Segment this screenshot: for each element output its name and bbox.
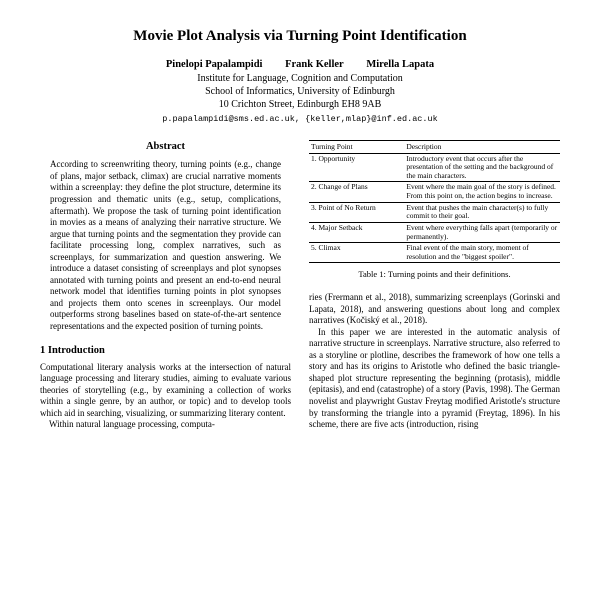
table-header-tp: Turning Point: [309, 141, 404, 154]
right-paragraph-2: In this paper we are interested in the a…: [309, 327, 560, 431]
author-2: Frank Keller: [285, 59, 344, 70]
table-row: 2. Change of Plans Event where the main …: [309, 182, 560, 202]
table-row: 3. Point of No Return Event that pushes …: [309, 202, 560, 222]
table-row: 4. Major Setback Event where everything …: [309, 222, 560, 242]
section-1-heading: 1 Introduction: [40, 344, 291, 357]
affil-line-1: Institute for Language, Cognition and Co…: [40, 72, 560, 85]
affiliation: Institute for Language, Cognition and Co…: [40, 72, 560, 111]
table-row: 5. Climax Final event of the main story,…: [309, 243, 560, 263]
desc-cell: Introductory event that occurs after the…: [404, 153, 560, 182]
right-column: Turning Point Description 1. Opportunity…: [309, 140, 560, 431]
desc-cell: Event where everything falls apart (temp…: [404, 222, 560, 242]
tp-cell: 4. Major Setback: [309, 222, 404, 242]
paper-page: Movie Plot Analysis via Turning Point Id…: [0, 0, 600, 431]
desc-cell: Final event of the main story, moment of…: [404, 243, 560, 263]
tp-cell: 1. Opportunity: [309, 153, 404, 182]
author-line: Pinelopi Papalampidi Frank Keller Mirell…: [40, 59, 560, 70]
table-body: 1. Opportunity Introductory event that o…: [309, 153, 560, 263]
author-3: Mirella Lapata: [366, 59, 434, 70]
table-header-desc: Description: [404, 141, 560, 154]
abstract-text: According to screenwriting theory, turni…: [50, 159, 281, 332]
author-1: Pinelopi Papalampidi: [166, 59, 263, 70]
two-column-body: Abstract According to screenwriting theo…: [40, 140, 560, 431]
contact-email: p.papalampidi@sms.ed.ac.uk, {keller,mlap…: [40, 114, 560, 124]
desc-cell: Event that pushes the main character(s) …: [404, 202, 560, 222]
desc-cell: Event where the main goal of the story i…: [404, 182, 560, 202]
table-caption: Table 1: Turning points and their defini…: [309, 269, 560, 280]
intro-paragraph-2: Within natural language processing, comp…: [40, 419, 291, 431]
tp-cell: 3. Point of No Return: [309, 202, 404, 222]
left-column: Abstract According to screenwriting theo…: [40, 140, 291, 431]
table-row: 1. Opportunity Introductory event that o…: [309, 153, 560, 182]
table-header-row: Turning Point Description: [309, 141, 560, 154]
tp-cell: 5. Climax: [309, 243, 404, 263]
tp-cell: 2. Change of Plans: [309, 182, 404, 202]
turning-points-table: Turning Point Description 1. Opportunity…: [309, 140, 560, 263]
paper-title: Movie Plot Analysis via Turning Point Id…: [40, 28, 560, 45]
right-paragraph-1: ries (Frermann et al., 2018), summarizin…: [309, 292, 560, 327]
affil-line-3: 10 Crichton Street, Edinburgh EH8 9AB: [40, 98, 560, 111]
intro-paragraph-1: Computational literary analysis works at…: [40, 362, 291, 420]
abstract-heading: Abstract: [40, 140, 291, 153]
affil-line-2: School of Informatics, University of Edi…: [40, 85, 560, 98]
